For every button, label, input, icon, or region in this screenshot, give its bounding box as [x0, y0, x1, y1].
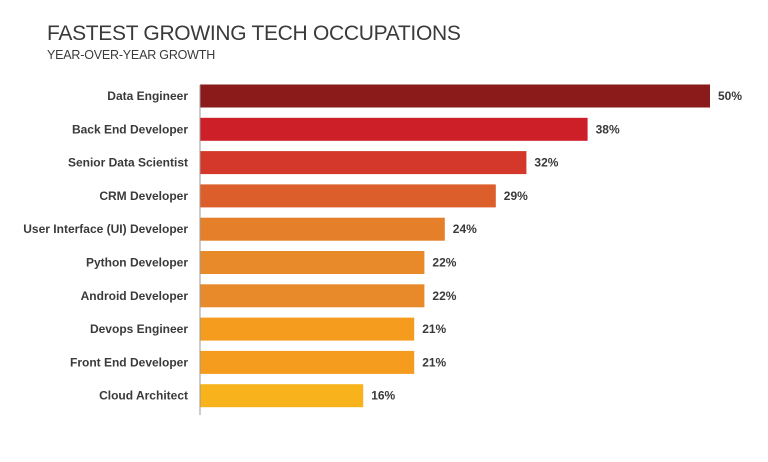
data-label: 24%: [453, 222, 477, 236]
data-label: 38%: [596, 122, 620, 136]
data-label: 22%: [432, 256, 456, 270]
category-label: Cloud Architect: [99, 389, 188, 403]
chart-title: FASTEST GROWING TECH OCCUPATIONS: [47, 22, 461, 45]
data-label: 21%: [422, 355, 446, 369]
bar: [200, 284, 425, 308]
category-label: Devops Engineer: [90, 322, 188, 336]
data-label: 29%: [504, 189, 528, 203]
data-label: 16%: [371, 389, 395, 403]
category-label: Senior Data Scientist: [68, 156, 188, 170]
category-label: Python Developer: [86, 256, 188, 270]
category-label: CRM Developer: [99, 189, 188, 203]
bar: [200, 117, 588, 141]
data-label: 21%: [422, 322, 446, 336]
data-label: 50%: [718, 89, 742, 103]
bar: [200, 217, 445, 241]
bar: [200, 317, 415, 341]
bar: [200, 251, 425, 274]
category-label: Front End Developer: [70, 355, 188, 369]
category-label: User Interface (UI) Developer: [23, 222, 188, 236]
bar: [200, 151, 527, 175]
bar: [200, 84, 710, 108]
bar: [200, 184, 496, 208]
data-label: 22%: [432, 289, 456, 303]
category-label: Android Developer: [81, 289, 189, 303]
bar: [200, 384, 364, 408]
category-label: Data Engineer: [107, 89, 188, 103]
bar: [200, 350, 415, 374]
data-label: 32%: [534, 156, 558, 170]
category-label: Back End Developer: [72, 122, 188, 136]
chart-subtitle: YEAR-OVER-YEAR GROWTH: [47, 48, 216, 62]
